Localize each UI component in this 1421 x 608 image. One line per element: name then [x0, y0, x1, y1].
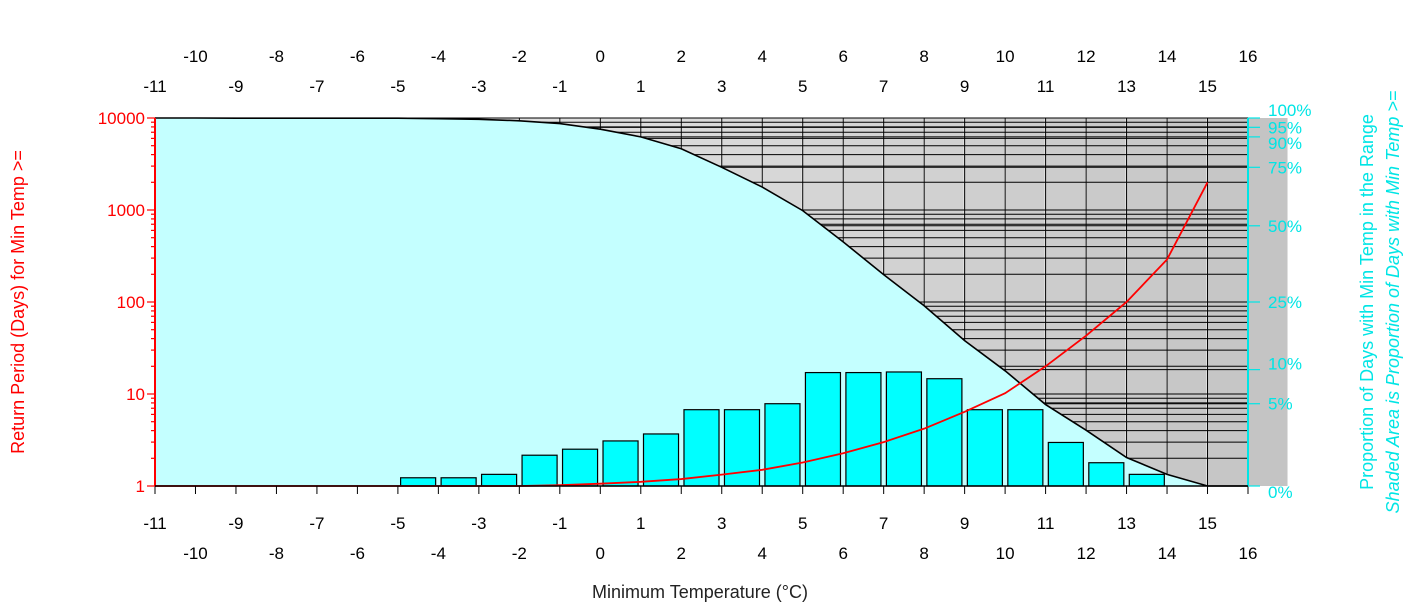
x-tick-label-bottom-outer: 12 — [1077, 544, 1096, 563]
x-tick-label-top-inner: 7 — [879, 77, 888, 96]
x-tick-label-bottom-inner: 13 — [1117, 514, 1136, 533]
x-axis-title: Minimum Temperature (°C) — [592, 582, 808, 602]
x-tick-label-top-outer: -10 — [183, 47, 208, 66]
x-tick-label-bottom-outer: -8 — [269, 544, 284, 563]
proportion-bar — [804, 371, 842, 487]
proportion-bar — [845, 371, 882, 487]
x-tick-label-top-inner: 11 — [1037, 77, 1055, 96]
x-tick-label-top-inner: -1 — [552, 77, 567, 96]
x-tick-label-bottom-outer: 16 — [1239, 544, 1258, 563]
x-tick-label-top-inner: 13 — [1117, 77, 1136, 96]
axes — [147, 117, 1260, 494]
tick-labels: -10-10-8-8-6-6-4-4-2-2002244668810101212… — [98, 47, 1312, 563]
exceedance-shaded-area — [155, 118, 1248, 486]
x-tick-label-top-inner: -5 — [390, 77, 405, 96]
right-tick-label: 5% — [1268, 395, 1293, 414]
x-tick-label-bottom-outer: 8 — [919, 544, 928, 563]
left-tick-label: 10000 — [98, 109, 145, 128]
x-tick-label-top-inner: 9 — [960, 77, 969, 96]
proportion-bar — [926, 378, 963, 487]
x-tick-label-bottom-outer: -6 — [350, 544, 365, 563]
x-tick-label-top-inner: -3 — [471, 77, 486, 96]
x-tick-label-bottom-inner: -11 — [143, 514, 166, 533]
x-tick-label-bottom-outer: 4 — [757, 544, 766, 563]
x-tick-label-top-inner: -7 — [309, 77, 324, 96]
left-tick-label: 10 — [126, 385, 145, 404]
proportion-bar — [1047, 441, 1084, 487]
right-axis-title-shaded: Shaded Area is Proportion of Days with M… — [1383, 91, 1403, 514]
x-tick-label-top-outer: 0 — [596, 47, 605, 66]
proportion-bar — [400, 477, 437, 487]
right-tick-label: 95% — [1268, 118, 1302, 137]
x-tick-label-top-inner: 15 — [1198, 77, 1217, 96]
right-tick-label: 50% — [1268, 217, 1302, 236]
proportion-bar — [1088, 462, 1125, 487]
x-tick-label-top-outer: 14 — [1158, 47, 1177, 66]
left-tick-label: 1000 — [107, 201, 145, 220]
x-tick-label-top-inner: -9 — [228, 77, 243, 96]
left-axis-title: Return Period (Days) for Min Temp >= — [8, 150, 28, 454]
x-tick-label-top-outer: -8 — [269, 47, 284, 66]
x-tick-label-top-outer: 8 — [919, 47, 928, 66]
x-tick-label-bottom-inner: -1 — [552, 514, 567, 533]
x-tick-label-bottom-outer: 10 — [996, 544, 1015, 563]
x-tick-label-top-outer: 10 — [996, 47, 1015, 66]
x-tick-label-top-outer: 6 — [838, 47, 847, 66]
proportion-bar — [966, 409, 1003, 487]
x-tick-label-top-outer: -2 — [512, 47, 527, 66]
proportion-bar — [521, 454, 558, 487]
x-tick-label-bottom-inner: -7 — [309, 514, 324, 533]
right-tick-label: 75% — [1268, 158, 1302, 177]
right-tick-label: 25% — [1268, 293, 1302, 312]
x-tick-label-bottom-inner: 5 — [798, 514, 807, 533]
x-tick-label-bottom-outer: -10 — [183, 544, 208, 563]
x-tick-label-top-outer: -4 — [431, 47, 446, 66]
x-tick-label-bottom-outer: 6 — [838, 544, 847, 563]
x-tick-label-top-inner: -11 — [143, 77, 166, 96]
right-axis-title: Proportion of Days with Min Temp in the … — [1357, 114, 1377, 490]
proportion-bar — [602, 440, 639, 487]
right-tick-label: 90% — [1268, 134, 1302, 153]
x-tick-label-bottom-outer: 2 — [677, 544, 686, 563]
proportion-bar — [683, 409, 720, 487]
x-tick-label-bottom-inner: -5 — [390, 514, 405, 533]
proportion-bar — [642, 433, 680, 487]
x-tick-label-top-outer: 12 — [1077, 47, 1096, 66]
right-tick-label: 0% — [1268, 483, 1293, 502]
x-tick-label-bottom-inner: 9 — [960, 514, 969, 533]
x-tick-label-bottom-inner: 15 — [1198, 514, 1217, 533]
x-tick-label-bottom-inner: 3 — [717, 514, 726, 533]
proportion-bar — [1007, 409, 1044, 487]
x-tick-label-top-outer: 4 — [757, 47, 766, 66]
x-tick-label-bottom-inner: -9 — [228, 514, 243, 533]
proportion-bar — [1128, 473, 1165, 487]
x-tick-label-top-outer: 16 — [1239, 47, 1258, 66]
x-tick-label-bottom-outer: -4 — [431, 544, 446, 563]
x-tick-label-top-inner: 3 — [717, 77, 726, 96]
proportion-bars — [400, 371, 1165, 487]
proportion-bar — [764, 403, 801, 487]
proportion-bar — [885, 371, 923, 487]
x-tick-label-bottom-inner: 1 — [636, 514, 645, 533]
right-tick-label: 10% — [1268, 355, 1302, 374]
exceedance-curve — [155, 117, 1248, 487]
x-tick-label-bottom-outer: 0 — [596, 544, 605, 563]
proportion-bar — [561, 448, 599, 487]
x-tick-label-top-inner: 5 — [798, 77, 807, 96]
right-tick-label: 100% — [1268, 101, 1311, 120]
x-tick-label-bottom-outer: 14 — [1158, 544, 1177, 563]
x-tick-label-top-outer: 2 — [677, 47, 686, 66]
x-tick-label-bottom-outer: -2 — [512, 544, 527, 563]
x-tick-label-bottom-inner: 7 — [879, 514, 888, 533]
proportion-bar — [440, 477, 477, 487]
x-tick-label-top-outer: -6 — [350, 47, 365, 66]
x-tick-label-bottom-inner: 11 — [1037, 514, 1055, 533]
left-tick-label: 1 — [136, 477, 145, 496]
x-tick-label-top-inner: 1 — [636, 77, 645, 96]
x-tick-label-bottom-inner: -3 — [471, 514, 486, 533]
left-tick-label: 100 — [117, 293, 145, 312]
proportion-bar — [480, 473, 518, 487]
